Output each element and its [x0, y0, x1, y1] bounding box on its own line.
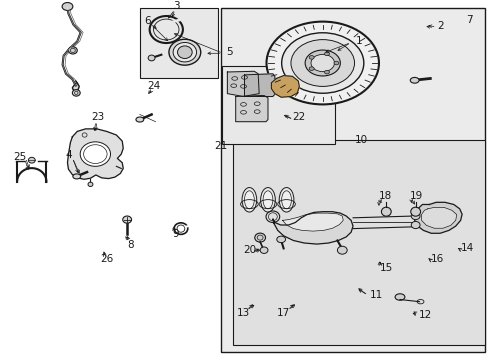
- Ellipse shape: [290, 40, 354, 86]
- Ellipse shape: [260, 188, 275, 212]
- Text: 14: 14: [459, 243, 473, 253]
- Ellipse shape: [73, 174, 81, 179]
- Ellipse shape: [263, 191, 272, 209]
- Ellipse shape: [72, 90, 80, 96]
- Text: 12: 12: [418, 310, 431, 320]
- Ellipse shape: [80, 142, 110, 166]
- Ellipse shape: [410, 212, 419, 220]
- Text: 10: 10: [355, 135, 367, 145]
- Ellipse shape: [173, 42, 196, 62]
- Text: 7: 7: [465, 15, 472, 25]
- Text: 9: 9: [172, 229, 179, 239]
- Ellipse shape: [88, 182, 93, 186]
- Text: 6: 6: [144, 16, 151, 26]
- Polygon shape: [72, 81, 79, 91]
- Ellipse shape: [394, 294, 404, 300]
- Text: 25: 25: [13, 152, 26, 162]
- Bar: [140, 8, 217, 78]
- Ellipse shape: [281, 33, 363, 93]
- Ellipse shape: [410, 221, 419, 229]
- Bar: [221, 8, 484, 352]
- Ellipse shape: [324, 70, 329, 74]
- Ellipse shape: [324, 52, 329, 56]
- Text: 17: 17: [276, 308, 290, 318]
- Ellipse shape: [409, 77, 418, 83]
- Ellipse shape: [381, 207, 390, 216]
- Ellipse shape: [122, 216, 131, 223]
- Text: 26: 26: [100, 254, 113, 264]
- Text: 23: 23: [91, 112, 104, 122]
- Ellipse shape: [177, 46, 192, 59]
- Ellipse shape: [136, 117, 143, 122]
- Ellipse shape: [279, 188, 293, 212]
- Ellipse shape: [308, 67, 313, 71]
- Text: 19: 19: [409, 191, 423, 201]
- Ellipse shape: [281, 191, 291, 209]
- Ellipse shape: [410, 207, 420, 216]
- Ellipse shape: [68, 47, 77, 54]
- Text: 5: 5: [226, 47, 233, 57]
- Ellipse shape: [254, 233, 265, 242]
- Bar: [232, 140, 484, 345]
- Ellipse shape: [62, 3, 73, 10]
- Polygon shape: [421, 207, 456, 228]
- Polygon shape: [271, 76, 299, 97]
- Bar: [221, 66, 334, 144]
- Text: 16: 16: [430, 254, 444, 264]
- Ellipse shape: [28, 157, 35, 163]
- Ellipse shape: [266, 22, 378, 104]
- Text: 13: 13: [236, 308, 250, 318]
- Text: 22: 22: [292, 112, 305, 122]
- Polygon shape: [282, 213, 343, 231]
- Text: 8: 8: [127, 240, 134, 250]
- Polygon shape: [227, 71, 259, 96]
- Polygon shape: [244, 74, 274, 96]
- Text: 18: 18: [378, 191, 391, 201]
- Ellipse shape: [148, 55, 155, 61]
- Polygon shape: [67, 129, 123, 179]
- Ellipse shape: [308, 55, 313, 59]
- Text: 20: 20: [243, 245, 255, 255]
- Polygon shape: [235, 95, 267, 122]
- Ellipse shape: [242, 188, 256, 212]
- Text: 21: 21: [214, 141, 227, 151]
- Ellipse shape: [169, 39, 201, 65]
- Text: 1: 1: [355, 36, 362, 46]
- Ellipse shape: [260, 247, 267, 253]
- Text: 15: 15: [379, 263, 392, 273]
- Polygon shape: [414, 202, 461, 233]
- Ellipse shape: [310, 54, 334, 72]
- Text: 4: 4: [65, 150, 72, 160]
- Ellipse shape: [244, 191, 254, 209]
- Text: 11: 11: [369, 290, 383, 300]
- Text: 3: 3: [172, 1, 179, 12]
- Text: 24: 24: [147, 81, 161, 91]
- Text: 2: 2: [436, 21, 443, 31]
- Ellipse shape: [305, 50, 340, 76]
- Ellipse shape: [276, 236, 285, 243]
- Polygon shape: [272, 212, 352, 244]
- Ellipse shape: [333, 61, 338, 65]
- Ellipse shape: [337, 246, 346, 254]
